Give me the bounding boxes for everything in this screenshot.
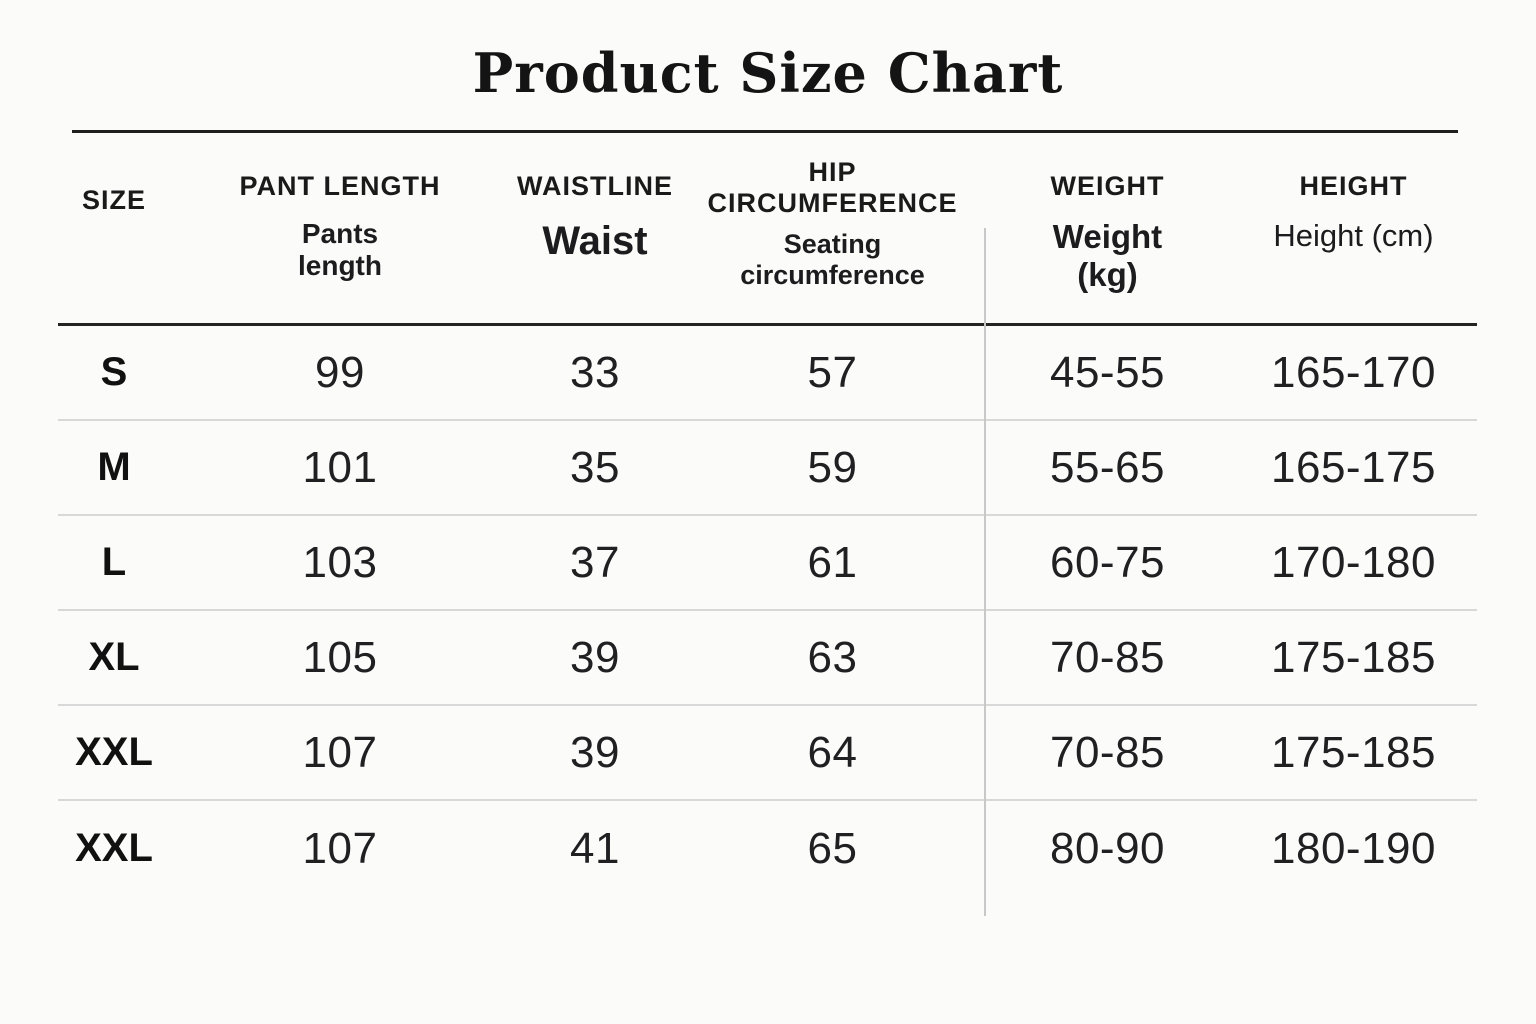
- value-cell: 65: [807, 823, 858, 873]
- value-cell: 41: [570, 823, 620, 873]
- size-cell: L: [101, 540, 127, 584]
- column-sublabel: Weight (kg): [1052, 218, 1163, 293]
- value-cell: 61: [807, 537, 858, 587]
- table-header-row: SIZE PANT LENGTH Pants length WAISTLINE …: [58, 133, 1477, 326]
- value-cell: 35: [570, 442, 620, 492]
- size-cell: XXL: [75, 826, 153, 870]
- value-cell: 165-170: [1271, 347, 1436, 397]
- value-cell: 39: [570, 727, 620, 777]
- column-header-weight: WEIGHT Weight (kg): [985, 133, 1230, 323]
- value-cell: 170-180: [1271, 537, 1436, 587]
- title-area: Product Size Chart: [0, 0, 1536, 100]
- column-sublabel: Seating circumference: [740, 229, 925, 291]
- column-label: WAISTLINE: [517, 171, 673, 201]
- value-cell: 175-185: [1271, 632, 1436, 682]
- value-cell: 107: [302, 727, 378, 777]
- value-cell: 59: [807, 442, 858, 492]
- size-cell: M: [97, 445, 131, 489]
- size-cell: XXL: [75, 730, 153, 774]
- value-cell: 37: [570, 537, 620, 587]
- table-row: XXL 107 39 64 70-85 175-185: [58, 706, 1477, 801]
- column-header-waistline: WAISTLINE Waist: [510, 133, 680, 323]
- column-label: PANT LENGTH: [239, 171, 441, 201]
- value-cell: 64: [807, 727, 858, 777]
- page-title: Product Size Chart: [472, 41, 1064, 105]
- column-label: HEIGHT: [1299, 171, 1408, 201]
- size-cell: S: [100, 350, 128, 394]
- column-header-height: HEIGHT Height (cm): [1230, 133, 1477, 323]
- title-divider: [72, 130, 1458, 133]
- value-cell: 57: [807, 347, 858, 397]
- table-row: S 99 33 57 45-55 165-170: [58, 326, 1477, 421]
- value-cell: 101: [302, 442, 378, 492]
- value-cell: 39: [570, 632, 620, 682]
- column-header-size: SIZE: [58, 133, 170, 323]
- value-cell: 63: [807, 632, 858, 682]
- value-cell: 165-175: [1271, 442, 1436, 492]
- value-cell: 70-85: [1049, 632, 1166, 682]
- column-header-pant-length: PANT LENGTH Pants length: [170, 133, 510, 323]
- weight-column-divider: [984, 228, 986, 916]
- table-row: L 103 37 61 60-75 170-180: [58, 516, 1477, 611]
- table-row: M 101 35 59 55-65 165-175: [58, 421, 1477, 516]
- table-row: XL 105 39 63 70-85 175-185: [58, 611, 1477, 706]
- column-sublabel: Height (cm): [1273, 218, 1434, 254]
- value-cell: 55-65: [1049, 442, 1166, 492]
- value-cell: 33: [570, 347, 620, 397]
- value-cell: 60-75: [1049, 537, 1166, 587]
- column-label: WEIGHT: [1050, 171, 1165, 201]
- value-cell: 80-90: [1049, 823, 1166, 873]
- column-header-hip-circumference: HIP CIRCUMFERENCE Seating circumference: [680, 133, 985, 323]
- value-cell: 103: [302, 537, 378, 587]
- column-label: HIP CIRCUMFERENCE: [707, 157, 958, 219]
- table-body: S 99 33 57 45-55 165-170 M 101 35 59 55-65 165-175 L…: [0, 326, 1536, 896]
- column-sublabel: Waist: [542, 219, 648, 264]
- value-cell: 175-185: [1271, 727, 1436, 777]
- value-cell: 99: [315, 347, 365, 397]
- table-row: XXL 107 41 65 80-90 180-190: [58, 801, 1477, 896]
- value-cell: 45-55: [1049, 347, 1166, 397]
- size-cell: XL: [88, 635, 140, 679]
- value-cell: 105: [302, 632, 378, 682]
- column-label: SIZE: [81, 185, 146, 215]
- value-cell: 180-190: [1271, 823, 1436, 873]
- column-sublabel: Pants length: [298, 218, 382, 282]
- value-cell: 107: [302, 823, 378, 873]
- value-cell: 70-85: [1049, 727, 1166, 777]
